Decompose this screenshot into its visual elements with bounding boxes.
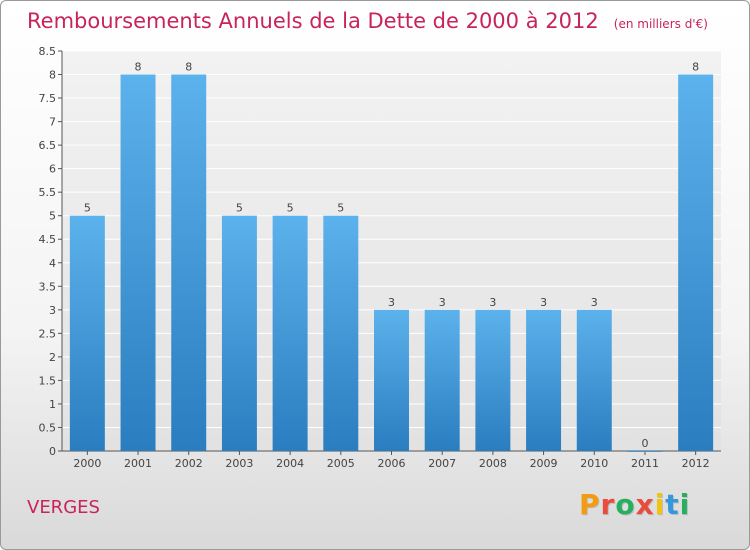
bar [69,215,105,451]
y-tick-label: 1 [49,398,56,411]
x-tick-label: 2006 [378,457,406,470]
labels: 0 0.5 1 1.5 2 2.5 3 3.5 4 4.5 5 5.5 6 6.5 7 7.5 8 8.5 5 200… [39,45,710,470]
y-tick-label: 3 [49,304,56,317]
title-row: Remboursements Annuels de la Dette de 20… [27,9,708,33]
bar-value-label: 5 [236,202,243,215]
bar-value-label: 3 [540,296,547,309]
bars [69,74,714,452]
bar [678,74,714,451]
bar [526,309,562,451]
brand-letter: r [600,488,616,521]
chart-unit: (en milliers d'€) [613,17,708,31]
x-tick-label: 2011 [631,457,659,470]
bar [374,309,409,451]
bar-value-label: 5 [337,202,344,215]
y-tick-label: 0 [49,445,56,458]
x-tick-label: 2007 [428,457,456,470]
y-tick-label: 7.5 [39,92,57,105]
bar [475,309,511,451]
bar [424,309,460,451]
y-tick-label: 2.5 [39,327,57,340]
chart-title: Remboursements Annuels de la Dette de 20… [27,9,599,33]
bar-value-label: 8 [135,61,142,74]
brand-letter: P [579,488,601,521]
bar [627,451,663,452]
bar [221,215,257,451]
bar [323,215,359,451]
x-tick-label: 2008 [479,457,507,470]
proxiti-logo[interactable]: Proxiti [579,488,690,521]
x-tick-label: 2012 [682,457,710,470]
y-tick-label: 0.5 [39,421,57,434]
y-tick-label: 5 [49,210,56,223]
y-tick-label: 1.5 [39,374,57,387]
x-tick-label: 2001 [124,457,152,470]
brand-letter: i [679,488,691,521]
y-tick-label: 5.5 [39,186,57,199]
bar-value-label: 3 [388,296,395,309]
bar-value-label: 3 [439,296,446,309]
x-tick-label: 2003 [225,457,253,470]
brand-letter: t [665,488,680,521]
y-tick-label: 4.5 [39,233,57,246]
x-tick-label: 2010 [580,457,608,470]
bar-value-label: 5 [84,202,91,215]
brand-letter: x [635,488,655,521]
y-tick-label: 8 [49,69,56,82]
bar-value-label: 5 [287,202,294,215]
bar-value-label: 3 [489,296,496,309]
brand-letter: o [615,488,636,521]
bar [576,309,612,451]
x-tick-label: 2005 [327,457,355,470]
commune-name: VERGES [27,497,100,518]
bar-value-label: 8 [185,61,192,74]
y-tick-label: 3.5 [39,280,57,293]
y-tick-label: 8.5 [39,45,57,58]
y-tick-label: 6 [49,163,56,176]
y-tick-label: 6.5 [39,139,57,152]
y-tick-label: 2 [49,351,56,364]
bar [171,74,207,451]
x-tick-label: 2009 [530,457,558,470]
y-tick-label: 7 [49,116,56,129]
brand-letter: i [654,488,666,521]
bar-value-label: 3 [591,296,598,309]
x-tick-label: 2000 [73,457,101,470]
y-tick-label: 4 [49,257,56,270]
x-tick-label: 2002 [175,457,203,470]
bar-value-label: 0 [641,437,648,450]
bar-value-label: 8 [692,61,699,74]
bar [120,74,156,451]
x-tick-label: 2004 [276,457,304,470]
bar [272,215,308,451]
